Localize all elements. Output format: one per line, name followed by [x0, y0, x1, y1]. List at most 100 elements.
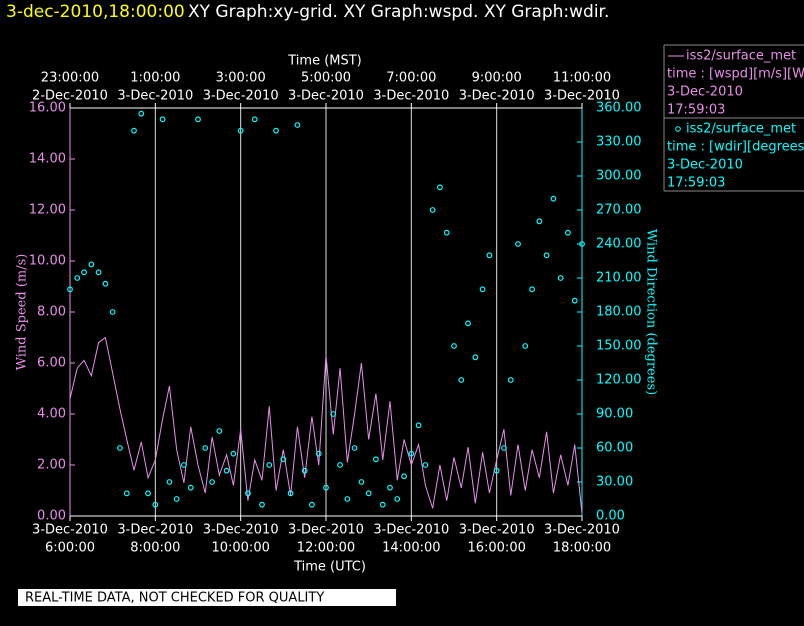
direction-point — [543, 252, 550, 259]
direction-point — [429, 207, 436, 213]
x-tick-label: 14:00:00 — [382, 541, 440, 556]
direction-point — [266, 462, 273, 468]
direction-point — [159, 116, 166, 123]
y2-tick-label: 0.00 — [596, 509, 625, 524]
direction-point — [337, 462, 343, 468]
direction-point — [344, 496, 351, 502]
direction-point — [515, 241, 521, 247]
y-tick-label: 4.00 — [37, 407, 66, 422]
y2-tick-label: 360.00 — [596, 101, 642, 116]
direction-point — [401, 473, 407, 480]
x2-tick-label: 3-Dec-2010 — [544, 89, 620, 104]
direction-point — [358, 479, 365, 485]
x2-tick-label: 3-Dec-2010 — [288, 89, 364, 104]
legend-text: 17:59:03 — [667, 103, 725, 118]
direction-point — [365, 490, 372, 497]
x2-tick-label: 3:00:00 — [216, 71, 266, 86]
x-tick-label: 10:00:00 — [211, 541, 269, 556]
direction-point — [202, 445, 209, 451]
x-tick-label: 16:00:00 — [467, 541, 525, 556]
direction-point — [330, 411, 337, 417]
y2-tick-label: 150.00 — [596, 339, 642, 354]
direction-point — [501, 445, 507, 451]
y2-tick-label: 240.00 — [596, 237, 642, 252]
direction-point — [237, 127, 244, 134]
direction-point — [394, 496, 401, 502]
direction-point — [309, 501, 315, 508]
x2-tick-label: 2-Dec-2010 — [32, 89, 108, 104]
direction-point — [579, 241, 585, 247]
direction-point — [522, 343, 529, 349]
direction-point — [443, 229, 450, 236]
y2-tick-label: 330.00 — [596, 135, 642, 150]
x2-tick-label: 11:00:00 — [553, 71, 611, 86]
direction-point — [166, 479, 173, 485]
direction-point — [173, 496, 180, 502]
legend-text: 3-Dec-2010 — [667, 85, 743, 100]
disclaimer: REAL-TIME DATA, NOT CHECKED FOR QUALITY — [25, 591, 324, 606]
direction-point — [415, 422, 422, 429]
x-tick-label: 3-Dec-2010 — [288, 523, 364, 538]
x2-tick-label: 5:00:00 — [301, 71, 351, 86]
direction-point — [81, 269, 87, 276]
x-tick-label: 3-Dec-2010 — [117, 523, 193, 538]
y2-tick-label: 60.00 — [596, 441, 633, 456]
direction-point — [138, 110, 145, 117]
x2-tick-label: 7:00:00 — [386, 71, 436, 86]
legend-name: iss2/surface_met — [686, 122, 796, 137]
y2-tick-label: 300.00 — [596, 169, 642, 184]
x-tick-label: 6:00:00 — [45, 541, 95, 556]
y-tick-label: 8.00 — [37, 305, 66, 320]
direction-point — [486, 252, 493, 259]
y-tick-label: 14.00 — [29, 152, 66, 167]
y-axis-title: Wind Speed (m/s) — [15, 254, 30, 371]
y-tick-label: 10.00 — [29, 254, 66, 269]
direction-point — [507, 377, 514, 383]
x-tick-label: 3-Dec-2010 — [373, 523, 449, 538]
direction-point — [181, 462, 187, 468]
direction-point — [109, 309, 116, 315]
direction-point — [245, 490, 251, 497]
x2-tick-label: 3-Dec-2010 — [459, 89, 535, 104]
direction-point — [209, 479, 215, 485]
direction-point — [123, 490, 130, 497]
direction-point — [294, 122, 301, 128]
direction-point — [458, 377, 465, 383]
x2-tick-label: 3-Dec-2010 — [117, 89, 193, 104]
y-tick-label: 12.00 — [29, 203, 66, 218]
legend-text: time : [wspd][m/s][Wind — [667, 67, 804, 82]
legend-text: 3-Dec-2010 — [667, 158, 743, 173]
direction-point — [280, 456, 287, 463]
x-tick-label: 3-Dec-2010 — [203, 523, 279, 538]
direction-point — [550, 195, 557, 202]
direction-point — [408, 450, 415, 457]
legend-name: iss2/surface_met — [686, 49, 796, 64]
direction-point — [251, 116, 258, 123]
direction-point — [493, 467, 500, 474]
y2-tick-label: 90.00 — [596, 407, 633, 422]
legend-text: 17:59:03 — [667, 176, 725, 191]
direction-point — [273, 127, 279, 134]
direction-point — [74, 275, 81, 281]
direction-point — [529, 286, 535, 293]
direction-point — [373, 456, 379, 463]
direction-point — [88, 261, 95, 268]
direction-point — [451, 343, 457, 349]
direction-point — [131, 127, 137, 134]
y2-tick-label: 120.00 — [596, 373, 642, 388]
legend-text: time : [wdir][degrees][V — [667, 140, 804, 155]
direction-point — [195, 116, 201, 123]
direction-point — [351, 445, 358, 451]
direction-point — [571, 297, 578, 304]
y2-tick-label: 270.00 — [596, 203, 642, 218]
direction-point — [95, 269, 102, 276]
direction-point — [259, 501, 265, 508]
header-time: 3-dec-2010,18:00:00 — [6, 2, 185, 22]
direction-point — [323, 484, 329, 491]
direction-point — [287, 490, 294, 497]
y2-tick-label: 30.00 — [596, 475, 633, 490]
direction-point — [379, 501, 386, 508]
y-tick-label: 0.00 — [37, 509, 66, 524]
y2-tick-label: 180.00 — [596, 305, 642, 320]
